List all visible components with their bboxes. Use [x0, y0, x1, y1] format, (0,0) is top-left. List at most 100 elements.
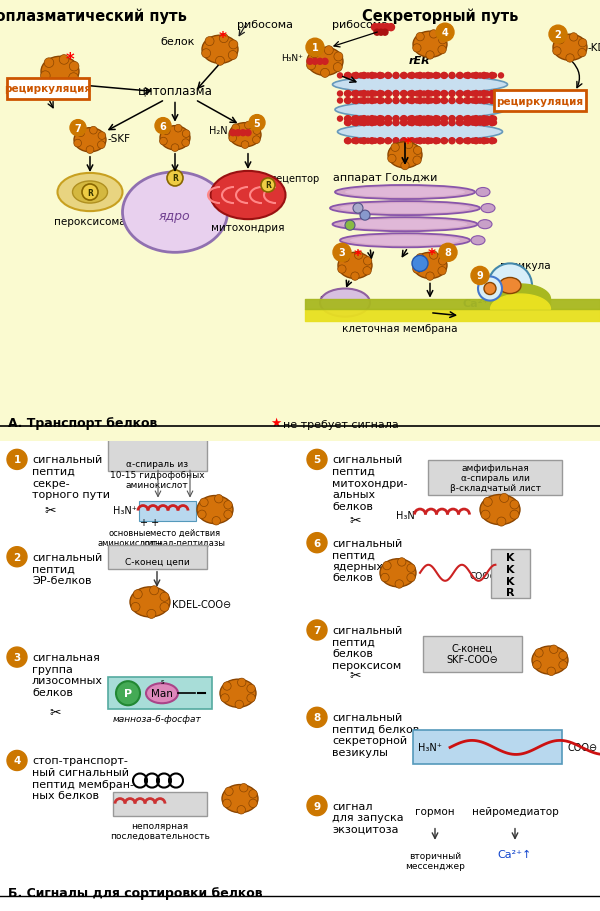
Circle shape [337, 74, 343, 79]
Circle shape [352, 99, 356, 104]
Circle shape [386, 74, 392, 79]
Circle shape [393, 120, 399, 127]
Circle shape [247, 694, 255, 702]
Ellipse shape [476, 189, 490, 198]
Ellipse shape [478, 220, 492, 230]
Text: *: * [219, 31, 227, 46]
Circle shape [441, 73, 447, 79]
Circle shape [388, 25, 395, 32]
Circle shape [449, 92, 455, 97]
Circle shape [205, 37, 214, 46]
Circle shape [352, 117, 356, 122]
Circle shape [306, 39, 324, 57]
Text: ★: ★ [270, 417, 281, 430]
Circle shape [417, 91, 423, 97]
Ellipse shape [220, 680, 256, 708]
Circle shape [421, 92, 427, 97]
Circle shape [473, 117, 479, 122]
Circle shape [401, 162, 409, 170]
Ellipse shape [74, 128, 106, 153]
Circle shape [457, 98, 463, 105]
Text: H₃N: H₃N [396, 568, 415, 578]
Circle shape [449, 120, 455, 127]
Text: Б. Сигналы для сортировки белков: Б. Сигналы для сортировки белков [8, 886, 263, 899]
Circle shape [353, 73, 359, 79]
Circle shape [483, 497, 492, 507]
Circle shape [345, 91, 351, 97]
Circle shape [441, 138, 447, 145]
Circle shape [421, 99, 427, 104]
Circle shape [457, 117, 463, 122]
Circle shape [394, 117, 398, 122]
Text: 5: 5 [254, 118, 260, 128]
Circle shape [224, 510, 232, 519]
Circle shape [171, 145, 179, 152]
Circle shape [433, 120, 439, 127]
Circle shape [478, 117, 482, 122]
Circle shape [421, 121, 427, 126]
Text: 7: 7 [313, 625, 320, 635]
Text: ядро: ядро [159, 210, 191, 222]
FancyBboxPatch shape [108, 428, 207, 472]
Circle shape [415, 121, 419, 126]
Circle shape [70, 62, 79, 72]
Ellipse shape [340, 234, 470, 248]
Ellipse shape [337, 124, 503, 141]
Circle shape [491, 117, 497, 122]
Circle shape [473, 138, 479, 145]
Text: ✂: ✂ [349, 669, 361, 682]
Circle shape [369, 138, 375, 145]
Circle shape [481, 91, 487, 97]
Circle shape [345, 73, 351, 79]
Text: сигнальный
пептид белков
секреторной
везикулы: сигнальный пептид белков секреторной вез… [332, 712, 419, 757]
Circle shape [433, 98, 439, 105]
Circle shape [7, 548, 27, 568]
Circle shape [385, 91, 391, 97]
Circle shape [386, 117, 392, 122]
Circle shape [388, 155, 396, 163]
Circle shape [428, 117, 433, 122]
Text: 4: 4 [13, 755, 20, 765]
Text: Ca²⁺↑: Ca²⁺↑ [462, 298, 498, 308]
FancyBboxPatch shape [428, 461, 562, 495]
Circle shape [353, 204, 363, 214]
Ellipse shape [532, 646, 568, 674]
Circle shape [433, 138, 439, 145]
Circle shape [401, 121, 406, 126]
Circle shape [229, 52, 237, 60]
Circle shape [449, 139, 455, 144]
Circle shape [394, 74, 398, 79]
Circle shape [449, 117, 455, 122]
Circle shape [359, 92, 364, 97]
Circle shape [407, 564, 415, 573]
Text: 2: 2 [13, 552, 20, 562]
Circle shape [44, 58, 54, 68]
Circle shape [401, 117, 407, 122]
Circle shape [421, 74, 427, 79]
Circle shape [464, 99, 469, 104]
Circle shape [365, 92, 371, 97]
Circle shape [417, 73, 423, 79]
Text: α-спираль из
10-15 гидрофобных
аминокислот: α-спираль из 10-15 гидрофобных аминокисл… [110, 460, 205, 489]
Circle shape [361, 138, 367, 145]
Circle shape [353, 120, 359, 127]
Circle shape [320, 69, 329, 78]
Circle shape [401, 120, 407, 127]
Circle shape [436, 117, 440, 122]
Circle shape [491, 74, 497, 79]
Text: H₃N⁺: H₃N⁺ [281, 54, 303, 63]
Circle shape [436, 24, 454, 42]
Circle shape [325, 46, 334, 56]
Circle shape [385, 73, 391, 79]
Circle shape [425, 117, 431, 122]
Circle shape [41, 72, 50, 81]
Ellipse shape [73, 182, 107, 204]
Circle shape [307, 620, 327, 640]
Circle shape [441, 120, 447, 127]
Circle shape [436, 121, 440, 126]
Circle shape [426, 52, 434, 60]
Circle shape [415, 139, 419, 144]
Circle shape [441, 117, 447, 122]
Circle shape [344, 99, 349, 104]
Circle shape [253, 128, 261, 135]
